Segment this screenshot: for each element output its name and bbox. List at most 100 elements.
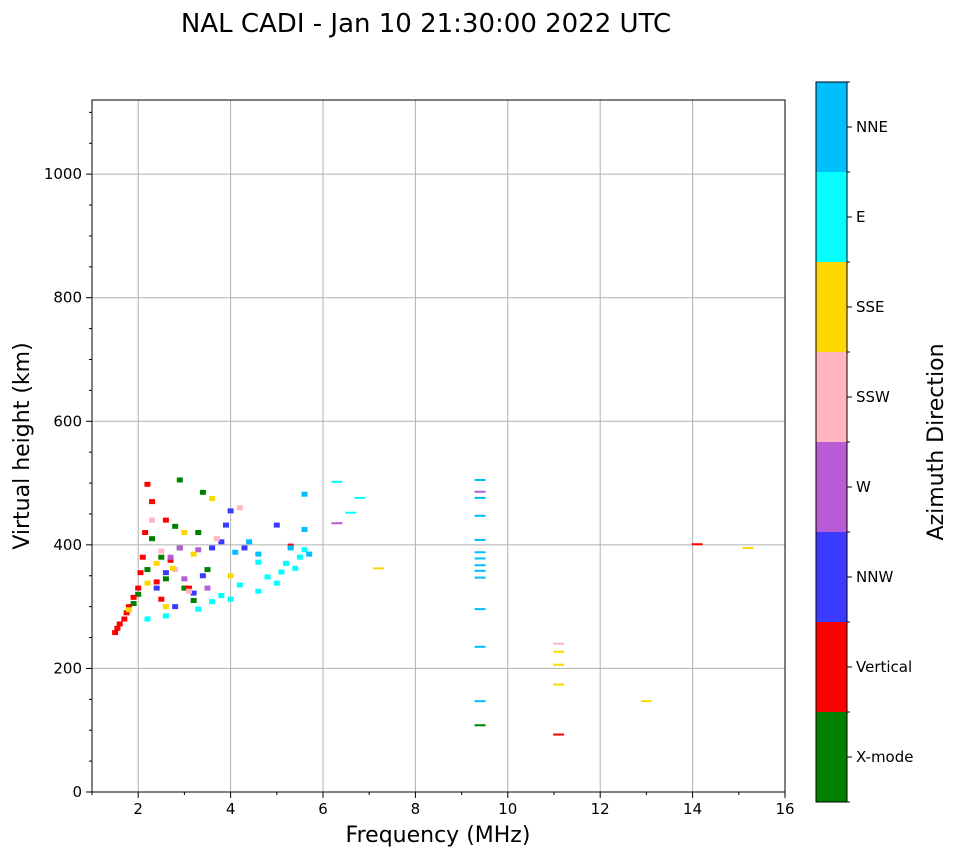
data-point <box>218 593 225 599</box>
y-tick-label: 200 <box>53 659 82 677</box>
data-point <box>345 511 357 514</box>
data-point <box>114 625 121 631</box>
data-point <box>144 481 151 487</box>
data-point <box>474 514 486 517</box>
data-point <box>149 517 156 523</box>
data-point <box>246 539 253 545</box>
x-tick-label: 14 <box>683 800 702 818</box>
grid <box>92 100 786 793</box>
x-tick-label: 10 <box>498 800 517 818</box>
data-point <box>232 549 239 555</box>
colorbar-segment <box>816 532 847 622</box>
y-axis-ticks: 0 200 400 600 800 1000 <box>44 111 92 801</box>
data-point <box>130 601 137 607</box>
data-point <box>331 522 343 525</box>
y-tick-label: 0 <box>72 783 82 801</box>
data-point <box>172 604 179 610</box>
data-point <box>227 508 234 514</box>
chart-title: NAL CADI - Jan 10 21:30:00 2022 UTC <box>181 9 671 39</box>
data-point <box>186 588 193 594</box>
y-tick-label: 800 <box>53 289 82 307</box>
x-tick-label: 6 <box>318 800 328 818</box>
data-point <box>273 522 280 528</box>
data-point <box>139 554 146 560</box>
data-point <box>474 724 486 727</box>
data-point <box>372 567 384 570</box>
y-axis-label: Virtual height (km) <box>10 342 35 549</box>
colorbar-tick-label: E <box>856 208 865 226</box>
data-point <box>227 596 234 602</box>
data-point <box>236 582 243 588</box>
data-point <box>474 496 486 499</box>
data-point <box>474 490 486 493</box>
data-point <box>169 565 176 571</box>
data-point <box>553 642 565 645</box>
data-point <box>301 491 308 497</box>
data-point <box>640 700 652 703</box>
data-point <box>199 573 206 579</box>
colorbar-tick-label: NNW <box>856 568 893 586</box>
data-point <box>167 554 174 560</box>
data-point <box>135 591 142 597</box>
data-point <box>241 545 248 551</box>
data-point <box>273 580 280 586</box>
colorbar-label: Azimuth Direction <box>924 343 949 540</box>
data-point <box>301 526 308 532</box>
data-point <box>292 565 299 571</box>
data-point <box>474 608 486 611</box>
colorbar-tick-label: SSW <box>856 388 890 406</box>
colorbar-segment <box>816 622 847 712</box>
data-point <box>209 545 216 551</box>
data-point <box>162 570 169 576</box>
data-point <box>121 616 128 622</box>
colorbar-segment <box>816 442 847 532</box>
data-point <box>190 597 197 603</box>
data-point <box>153 579 160 585</box>
data-point <box>331 480 343 483</box>
colorbar-segment <box>816 82 847 172</box>
data-point <box>112 630 119 636</box>
data-point <box>301 547 308 553</box>
data-point <box>474 557 486 560</box>
colorbar-tick-label: Vertical <box>856 658 912 676</box>
data-point <box>209 599 216 605</box>
data-point <box>354 496 366 499</box>
data-point <box>287 545 294 551</box>
data-point <box>236 505 243 511</box>
data-point <box>474 538 486 541</box>
data-point <box>181 530 188 535</box>
x-tick-label: 2 <box>133 800 143 818</box>
series-e <box>144 480 366 622</box>
data-point <box>255 588 262 594</box>
colorbar-tick-label: X-mode <box>856 748 913 766</box>
data-point <box>474 700 486 703</box>
data-point <box>553 733 565 736</box>
colorbar-tick-label: SSE <box>856 298 885 316</box>
data-point <box>209 496 216 502</box>
data-point <box>158 596 165 602</box>
data-point <box>144 616 151 622</box>
data-point <box>153 560 160 566</box>
data-point <box>125 604 132 610</box>
series-w <box>167 490 486 591</box>
data-point <box>158 548 165 554</box>
colorbar: X-mode Vertical NNW W SSW SSE E NNE <box>815 81 913 803</box>
data-point <box>742 546 754 549</box>
data-point <box>137 570 144 576</box>
data-point <box>144 567 151 573</box>
data-point <box>116 621 123 627</box>
data-points <box>112 477 754 736</box>
data-point <box>553 650 565 653</box>
colorbar-tick-label: W <box>856 478 871 496</box>
data-point <box>195 606 202 612</box>
series-nnw <box>153 508 280 610</box>
data-point <box>296 554 303 560</box>
y-tick-label: 600 <box>53 412 82 430</box>
data-point <box>144 580 151 586</box>
data-point <box>176 545 183 551</box>
data-point <box>222 522 229 528</box>
data-point <box>135 585 142 591</box>
data-point <box>204 567 211 573</box>
data-point <box>176 477 183 483</box>
